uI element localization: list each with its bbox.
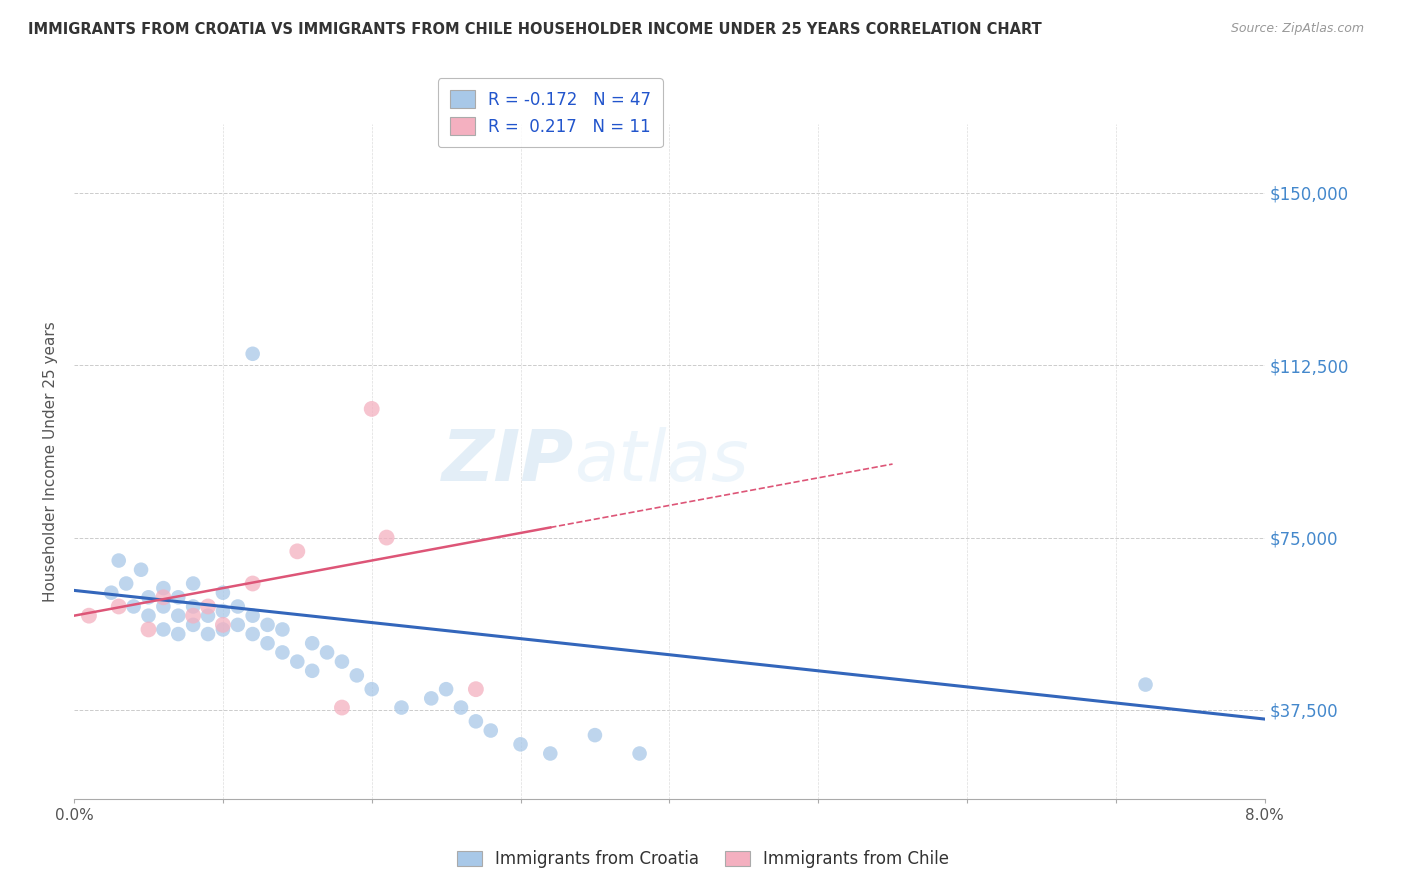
Point bbox=[138, 623, 160, 637]
Legend: R = -0.172   N = 47, R =  0.217   N = 11: R = -0.172 N = 47, R = 0.217 N = 11 bbox=[437, 78, 662, 147]
Point bbox=[167, 627, 190, 641]
Point bbox=[129, 563, 152, 577]
Point bbox=[360, 682, 382, 697]
Point bbox=[256, 618, 278, 632]
Point bbox=[628, 747, 651, 761]
Point bbox=[152, 591, 174, 605]
Point bbox=[100, 585, 122, 599]
Point bbox=[115, 576, 138, 591]
Point bbox=[152, 623, 174, 637]
Point bbox=[138, 608, 160, 623]
Point bbox=[197, 627, 219, 641]
Point bbox=[167, 591, 190, 605]
Point bbox=[107, 599, 129, 614]
Text: Source: ZipAtlas.com: Source: ZipAtlas.com bbox=[1230, 22, 1364, 36]
Point bbox=[271, 623, 294, 637]
Point bbox=[464, 714, 486, 729]
Point bbox=[509, 737, 531, 751]
Point bbox=[434, 682, 457, 697]
Point bbox=[256, 636, 278, 650]
Point bbox=[212, 585, 235, 599]
Point bbox=[375, 531, 398, 545]
Point bbox=[271, 645, 294, 659]
Point bbox=[360, 401, 382, 416]
Point bbox=[242, 627, 264, 641]
Point bbox=[212, 623, 235, 637]
Point bbox=[181, 576, 204, 591]
Point bbox=[285, 655, 308, 669]
Text: atlas: atlas bbox=[574, 427, 749, 496]
Point bbox=[391, 700, 413, 714]
Point bbox=[226, 599, 249, 614]
Point bbox=[330, 655, 353, 669]
Point bbox=[122, 599, 145, 614]
Text: ZIP: ZIP bbox=[441, 427, 574, 496]
Point bbox=[316, 645, 339, 659]
Point bbox=[138, 591, 160, 605]
Point bbox=[212, 604, 235, 618]
Point bbox=[479, 723, 502, 738]
Point bbox=[450, 700, 472, 714]
Point bbox=[464, 682, 486, 697]
Point bbox=[181, 608, 204, 623]
Point bbox=[226, 618, 249, 632]
Point bbox=[285, 544, 308, 558]
Point bbox=[242, 576, 264, 591]
Point bbox=[330, 700, 353, 714]
Point bbox=[583, 728, 606, 742]
Point bbox=[538, 747, 561, 761]
Point bbox=[1135, 677, 1157, 691]
Point bbox=[152, 581, 174, 595]
Point bbox=[107, 553, 129, 567]
Point bbox=[212, 618, 235, 632]
Point bbox=[77, 608, 100, 623]
Point bbox=[152, 599, 174, 614]
Point bbox=[301, 664, 323, 678]
Point bbox=[167, 608, 190, 623]
Point bbox=[242, 608, 264, 623]
Point bbox=[242, 347, 264, 361]
Text: IMMIGRANTS FROM CROATIA VS IMMIGRANTS FROM CHILE HOUSEHOLDER INCOME UNDER 25 YEA: IMMIGRANTS FROM CROATIA VS IMMIGRANTS FR… bbox=[28, 22, 1042, 37]
Point bbox=[181, 599, 204, 614]
Point bbox=[181, 618, 204, 632]
Point bbox=[420, 691, 443, 706]
Point bbox=[301, 636, 323, 650]
Point bbox=[197, 599, 219, 614]
Y-axis label: Householder Income Under 25 years: Householder Income Under 25 years bbox=[44, 321, 58, 602]
Point bbox=[346, 668, 368, 682]
Legend: Immigrants from Croatia, Immigrants from Chile: Immigrants from Croatia, Immigrants from… bbox=[450, 844, 956, 875]
Point bbox=[197, 608, 219, 623]
